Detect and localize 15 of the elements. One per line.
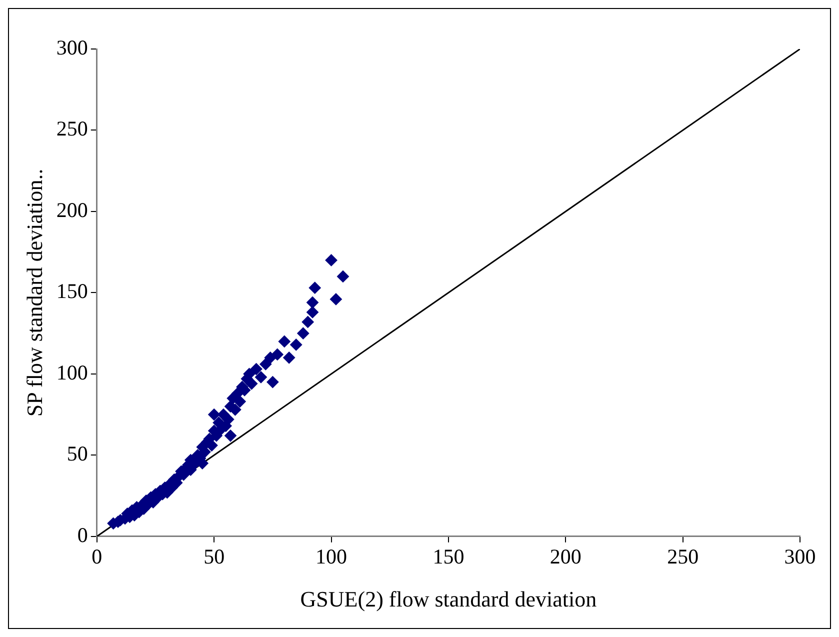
y-tick-label: 250 <box>56 116 88 141</box>
y-axis-title: SP flow standard deviation.. <box>22 168 47 417</box>
y-tick-label: 0 <box>77 522 88 547</box>
x-tick-label: 100 <box>316 544 348 569</box>
x-tick-label: 250 <box>667 544 699 569</box>
x-tick-label: 200 <box>550 544 582 569</box>
y-tick-label: 150 <box>56 279 88 304</box>
x-tick-label: 300 <box>784 544 816 569</box>
x-axis-title: GSUE(2) flow standard deviation <box>300 586 597 612</box>
y-tick-label: 50 <box>66 442 88 466</box>
x-tick-label: 50 <box>204 544 225 569</box>
y-tick-label: 300 <box>56 36 88 60</box>
y-tick-label: 200 <box>56 198 88 222</box>
y-tick-label: 100 <box>56 360 88 384</box>
x-tick-label: 150 <box>432 544 464 569</box>
